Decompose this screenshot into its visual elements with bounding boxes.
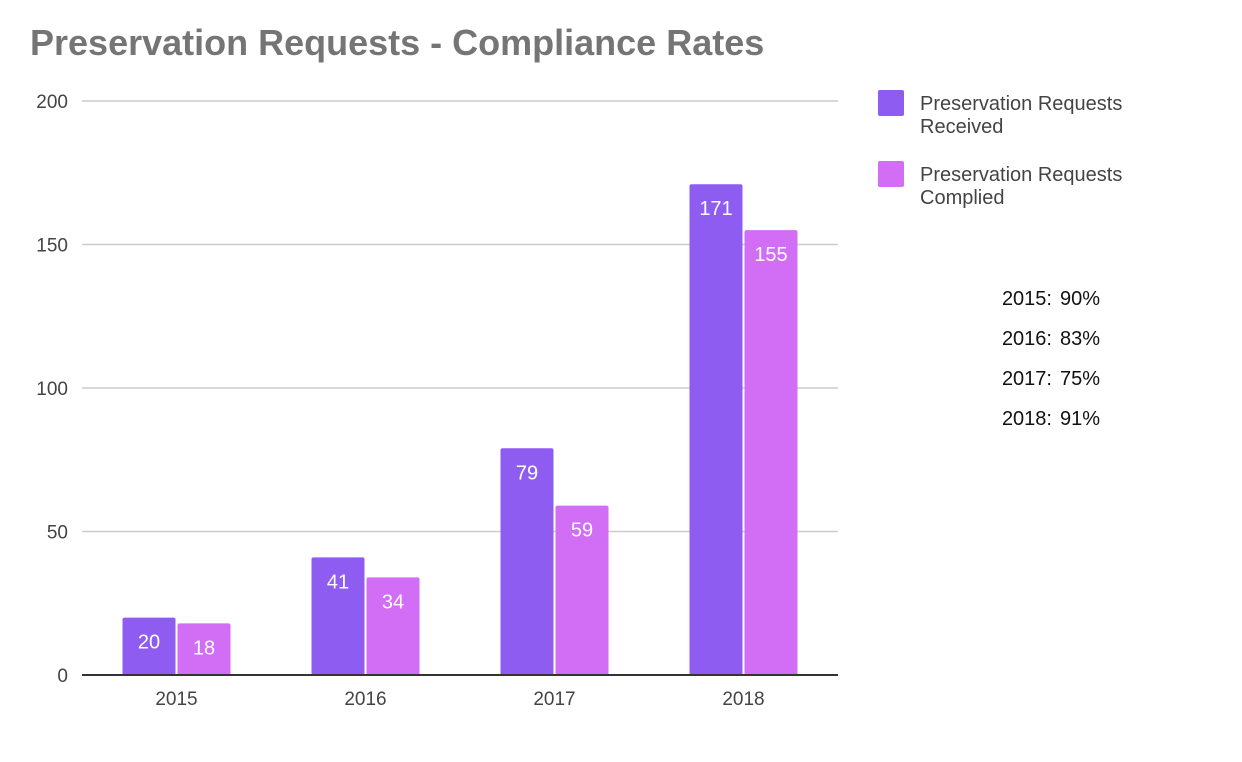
data-label: 79	[516, 462, 538, 484]
bar	[177, 623, 231, 675]
data-label: 59	[571, 520, 593, 542]
rate-value: 91%	[1060, 408, 1100, 430]
data-label: 41	[327, 571, 349, 593]
rate-value: 75%	[1060, 368, 1100, 390]
bar	[555, 505, 609, 675]
rate-value: 83%	[1060, 328, 1100, 350]
x-tick-label: 2015	[155, 689, 197, 710]
compliance-rates: 2015: 90% 2016: 83% 2017: 75% 2018: 91%	[1002, 288, 1100, 430]
y-tick-label: 0	[57, 666, 68, 687]
rate-year: 2018:	[1002, 408, 1052, 430]
rate-year: 2016:	[1002, 328, 1052, 350]
x-tick-label: 2016	[344, 689, 386, 710]
data-labels: 20 18 41 34 79 59 171 155	[138, 198, 788, 659]
bar	[122, 617, 176, 675]
legend-label: Preservation Requests Received	[920, 93, 1122, 138]
x-axis-ticks: 2015 2016 2017 2018	[155, 689, 764, 710]
data-label: 18	[193, 637, 215, 659]
y-tick-label: 150	[36, 236, 68, 257]
bar	[744, 230, 798, 675]
chart-title: Preservation Requests - Compliance Rates	[30, 22, 764, 63]
y-tick-label: 100	[36, 379, 68, 400]
bar	[366, 577, 420, 675]
y-tick-label: 50	[47, 523, 68, 544]
y-tick-label: 200	[36, 92, 68, 113]
x-tick-label: 2017	[533, 689, 575, 710]
data-label: 155	[754, 244, 787, 266]
rate-value: 90%	[1060, 288, 1100, 310]
data-label: 20	[138, 632, 160, 654]
data-label: 171	[699, 198, 732, 220]
x-tick-label: 2018	[722, 689, 764, 710]
legend-swatch	[878, 90, 904, 116]
bars	[122, 184, 798, 676]
y-axis-ticks: 0 50 100 150 200	[36, 92, 68, 687]
legend: Preservation Requests Received Preservatio…	[878, 90, 1122, 209]
legend-label: Preservation Requests Complied	[920, 164, 1122, 209]
data-label: 34	[382, 591, 404, 613]
rate-year: 2017:	[1002, 368, 1052, 390]
bar	[689, 184, 743, 676]
legend-swatch	[878, 161, 904, 187]
bar	[311, 557, 365, 675]
rate-year: 2015:	[1002, 288, 1052, 310]
bar	[500, 448, 554, 675]
